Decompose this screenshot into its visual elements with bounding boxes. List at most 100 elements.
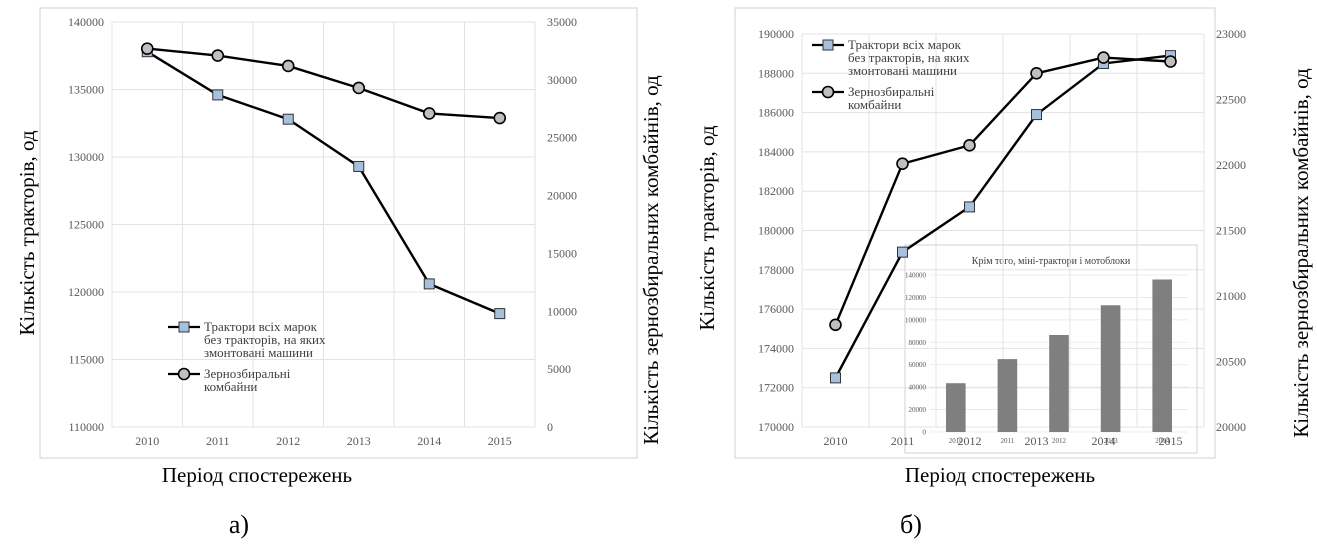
right-xtick-label: 2012 bbox=[958, 434, 982, 448]
left-xtick-label: 2010 bbox=[135, 434, 159, 448]
inset-bar bbox=[1152, 279, 1173, 432]
inset-ytick-label: 40000 bbox=[909, 384, 927, 392]
left-tractor-point bbox=[353, 160, 365, 172]
left-legend-square-marker bbox=[178, 321, 190, 333]
left-legend-label-1: Трактори всіх марок без тракторів, на яки… bbox=[204, 319, 326, 360]
left-ytick-label: 120000 bbox=[68, 285, 104, 299]
right-ytick-label: 178000 bbox=[758, 263, 794, 277]
left-tractor-point bbox=[423, 278, 435, 290]
right-ylabel: Кількість тракторів, од bbox=[695, 125, 719, 330]
inset-ytick-label: 20000 bbox=[909, 406, 927, 414]
right-panel-label: б) bbox=[900, 510, 922, 539]
inset-ytick-label: 120000 bbox=[905, 294, 927, 302]
inset-xtick-label: 2013 bbox=[1104, 437, 1119, 445]
left-ytick-label: 115000 bbox=[68, 353, 104, 367]
left-y2tick-label: 35000 bbox=[547, 15, 577, 29]
right-ytick-label: 184000 bbox=[758, 145, 794, 159]
right-legend-label-2: Зернозбиральні комбайни bbox=[848, 84, 935, 112]
inset-bar bbox=[1049, 334, 1069, 432]
right-y2tick-label: 21000 bbox=[1216, 289, 1246, 303]
inset-title: Крім того, міні-трактори і мотоблоки bbox=[972, 256, 1131, 267]
left-xtick-label: 2015 bbox=[488, 434, 512, 448]
inset-bar bbox=[945, 383, 966, 432]
right-ytick-label: 174000 bbox=[758, 341, 794, 355]
right-y2label: Кількість зернозбиральних комбайнів, од bbox=[1289, 68, 1313, 438]
right-chart-frame bbox=[734, 7, 1216, 459]
right-xtick-label: 2014 bbox=[1092, 434, 1116, 448]
right-y2tick-label: 22500 bbox=[1216, 93, 1246, 107]
inset-ytick-label: 100000 bbox=[905, 316, 927, 324]
left-combine-point bbox=[352, 81, 366, 95]
inset-ytick-label: 140000 bbox=[905, 272, 927, 280]
left-xtick-label: 2014 bbox=[417, 434, 441, 448]
left-chart-frame bbox=[39, 7, 638, 459]
left-y2tick-label: 5000 bbox=[547, 362, 571, 376]
right-tractor-point bbox=[830, 372, 841, 384]
inset-chart-plot: 0 20000 40000 60000 80000 100000 120000 140000 2… bbox=[905, 272, 1188, 445]
left-ytick-label: 135000 bbox=[68, 83, 104, 97]
right-ytick-label: 186000 bbox=[758, 106, 794, 120]
right-combine-point bbox=[896, 157, 909, 170]
right-ytick-label: 190000 bbox=[758, 27, 794, 41]
inset-bar bbox=[1100, 305, 1121, 432]
left-y2tick-label: 20000 bbox=[547, 189, 577, 203]
right-combine-point bbox=[1164, 55, 1177, 68]
right-chart-group: Кількість тракторів, од Кількість зерноз… bbox=[695, 68, 1313, 487]
right-combine-point bbox=[829, 318, 842, 332]
inset-xtick-label: 2014 bbox=[1155, 437, 1170, 445]
left-series-line-2 bbox=[147, 47, 500, 120]
inset-xtick-label: 2012 bbox=[1052, 437, 1067, 445]
right-y2tick-label: 22000 bbox=[1216, 158, 1246, 172]
left-ytick-label: 125000 bbox=[68, 218, 104, 232]
left-chart-group: Кількість тракторів, од Кількість зерноз… bbox=[15, 75, 663, 487]
right-y2tick-label: 23000 bbox=[1216, 27, 1246, 41]
inset-ytick-label: 60000 bbox=[909, 361, 927, 369]
inset-xtick-label: 2011 bbox=[1001, 437, 1015, 445]
left-ylabel: Кількість тракторів, од bbox=[15, 130, 39, 335]
right-combine-point bbox=[963, 139, 976, 152]
right-ytick-label: 176000 bbox=[758, 302, 794, 316]
left-combine-point bbox=[493, 111, 507, 125]
left-legend-circle-marker bbox=[177, 367, 191, 381]
left-y2label: Кількість зернозбиральних комбайнів, од bbox=[639, 75, 663, 445]
right-xtick-label: 2010 bbox=[824, 434, 848, 448]
right-xtick-label: 2011 bbox=[891, 434, 915, 448]
right-tractor-point bbox=[964, 201, 975, 213]
right-tractor-point bbox=[897, 246, 908, 258]
right-y2tick-label: 21500 bbox=[1216, 224, 1246, 238]
left-xtick-label: 2013 bbox=[347, 434, 371, 448]
left-y2tick-label: 10000 bbox=[547, 304, 577, 318]
left-panel-label: а) bbox=[229, 510, 249, 539]
right-y2tick-label: 20000 bbox=[1216, 420, 1246, 434]
left-combine-point bbox=[140, 42, 154, 55]
right-legend-square-marker bbox=[822, 39, 834, 51]
left-combine-point bbox=[281, 59, 295, 73]
left-y2tick-label: 0 bbox=[547, 420, 553, 434]
right-chart-plot: 170000 172000 174000 176000 178000 180000 1820… bbox=[758, 27, 1246, 448]
inset-ytick-label: 0 bbox=[923, 429, 927, 437]
left-tractor-point bbox=[212, 89, 224, 101]
left-xtick-label: 2012 bbox=[276, 434, 300, 448]
right-y2tick-label: 20500 bbox=[1216, 355, 1246, 369]
left-y2tick-label: 25000 bbox=[547, 131, 577, 145]
right-combine-point bbox=[1097, 51, 1110, 64]
right-legend-label-1: Трактори всіх марок без тракторів, на яки… bbox=[848, 37, 970, 78]
right-ytick-label: 170000 bbox=[758, 420, 794, 434]
left-xlabel: Період спостережень bbox=[162, 463, 352, 487]
left-y2tick-label: 30000 bbox=[547, 73, 577, 87]
right-ytick-label: 182000 bbox=[758, 184, 794, 198]
right-xlabel: Період спостережень bbox=[905, 463, 1095, 487]
right-ytick-label: 180000 bbox=[758, 224, 794, 238]
left-tractor-point bbox=[282, 113, 294, 125]
right-xtick-label: 2015 bbox=[1159, 434, 1183, 448]
right-ytick-label: 172000 bbox=[758, 381, 794, 395]
left-tractor-point bbox=[494, 308, 506, 320]
inset-ytick-label: 80000 bbox=[909, 339, 927, 347]
right-tractor-point bbox=[1031, 109, 1042, 121]
left-legend-label-2: Зернозбиральні комбайни bbox=[204, 366, 291, 394]
right-legend-circle-marker bbox=[821, 85, 835, 99]
right-series-line-2 bbox=[834, 56, 1171, 326]
right-xtick-label: 2013 bbox=[1025, 434, 1049, 448]
right-combine-point bbox=[1030, 67, 1043, 80]
